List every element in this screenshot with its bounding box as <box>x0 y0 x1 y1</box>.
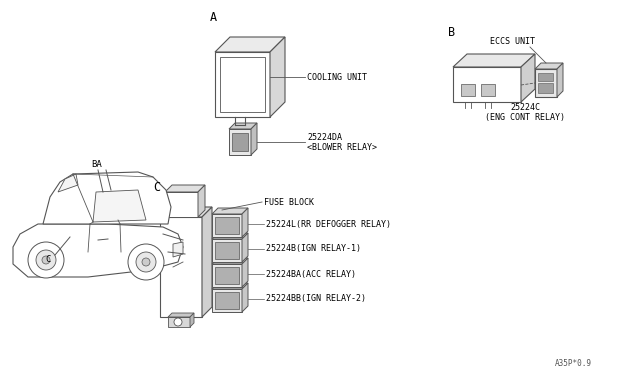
Text: <BLOWER RELAY>: <BLOWER RELAY> <box>307 142 377 151</box>
Polygon shape <box>202 207 212 317</box>
Text: 25224DA: 25224DA <box>307 132 342 141</box>
Polygon shape <box>43 172 171 224</box>
Polygon shape <box>535 69 557 97</box>
Polygon shape <box>229 123 257 129</box>
Polygon shape <box>242 233 248 262</box>
Text: BA: BA <box>91 160 102 169</box>
Polygon shape <box>453 67 521 102</box>
Polygon shape <box>215 37 285 52</box>
Text: C: C <box>45 254 51 263</box>
Text: 25224B(IGN RELAY-1): 25224B(IGN RELAY-1) <box>266 244 361 253</box>
Polygon shape <box>212 208 248 214</box>
Polygon shape <box>212 214 242 237</box>
Polygon shape <box>198 185 205 217</box>
Text: 25224BA(ACC RELAY): 25224BA(ACC RELAY) <box>266 269 356 279</box>
Polygon shape <box>215 242 239 259</box>
Text: A35P*0.9: A35P*0.9 <box>555 359 592 369</box>
Polygon shape <box>215 292 239 309</box>
Circle shape <box>174 318 182 326</box>
Polygon shape <box>215 267 239 284</box>
Circle shape <box>136 252 156 272</box>
Polygon shape <box>521 54 535 102</box>
Polygon shape <box>538 73 553 81</box>
Polygon shape <box>173 242 183 257</box>
Polygon shape <box>212 264 242 287</box>
Polygon shape <box>160 207 212 217</box>
Text: A: A <box>209 10 216 23</box>
Text: B: B <box>449 26 456 38</box>
Text: ECCS UNIT: ECCS UNIT <box>490 36 535 45</box>
Polygon shape <box>461 84 475 96</box>
Polygon shape <box>212 289 242 312</box>
Polygon shape <box>212 258 248 264</box>
Circle shape <box>28 242 64 278</box>
Polygon shape <box>220 57 265 112</box>
Polygon shape <box>535 63 563 69</box>
Circle shape <box>128 244 164 280</box>
Polygon shape <box>215 52 270 117</box>
Polygon shape <box>229 129 251 155</box>
Polygon shape <box>168 317 190 327</box>
Polygon shape <box>190 313 194 327</box>
Polygon shape <box>481 84 495 96</box>
Polygon shape <box>212 233 248 239</box>
Polygon shape <box>215 217 239 234</box>
Polygon shape <box>232 133 248 151</box>
Polygon shape <box>13 224 183 277</box>
Text: (ENG CONT RELAY): (ENG CONT RELAY) <box>485 112 565 122</box>
Polygon shape <box>160 217 202 317</box>
Circle shape <box>36 250 56 270</box>
Circle shape <box>142 258 150 266</box>
Polygon shape <box>168 313 194 317</box>
Polygon shape <box>93 190 146 222</box>
Polygon shape <box>453 54 535 67</box>
Polygon shape <box>212 283 248 289</box>
Text: COOLING UNIT: COOLING UNIT <box>307 73 367 81</box>
Polygon shape <box>538 83 553 93</box>
Polygon shape <box>242 283 248 312</box>
Polygon shape <box>165 192 198 217</box>
Polygon shape <box>58 174 78 192</box>
Polygon shape <box>165 185 205 192</box>
Polygon shape <box>242 258 248 287</box>
Text: 25224BB(IGN RELAY-2): 25224BB(IGN RELAY-2) <box>266 295 366 304</box>
Circle shape <box>42 256 50 264</box>
Text: 25224L(RR DEFOGGER RELAY): 25224L(RR DEFOGGER RELAY) <box>266 219 391 228</box>
Polygon shape <box>557 63 563 97</box>
Text: FUSE BLOCK: FUSE BLOCK <box>264 198 314 206</box>
Polygon shape <box>251 123 257 155</box>
Polygon shape <box>270 37 285 117</box>
Text: 25224C: 25224C <box>510 103 540 112</box>
Polygon shape <box>242 208 248 237</box>
Text: C: C <box>154 180 161 193</box>
Polygon shape <box>212 239 242 262</box>
